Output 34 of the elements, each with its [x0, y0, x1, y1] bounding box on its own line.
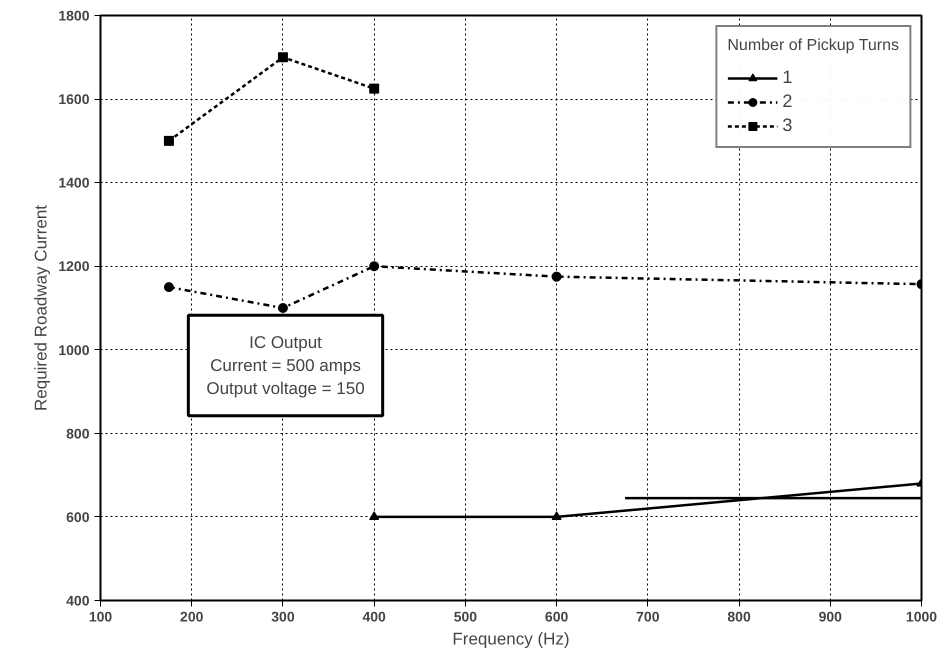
x-tick-label: 400 [362, 608, 386, 624]
point [369, 511, 380, 520]
y-tick-label: 800 [66, 425, 90, 442]
y-tick-label: 600 [66, 508, 90, 525]
x-tick-label: 200 [180, 608, 204, 624]
x-axis-title: Frequency (Hz) [452, 630, 570, 648]
point [369, 84, 380, 94]
x-tick-label: 1000 [906, 608, 938, 624]
y-tick-label: 1600 [58, 91, 90, 108]
annotation: IC Output Current = 500 amps Output voltage = 150 [206, 333, 365, 398]
legend-label: 1 [782, 67, 794, 88]
point [369, 261, 380, 272]
legend-label: 3 [782, 115, 794, 136]
point [164, 136, 174, 146]
y-tick-label: 400 [66, 592, 90, 608]
point [164, 282, 174, 292]
y-tick-label: 1000 [58, 342, 90, 358]
x-tick-label: 500 [454, 608, 478, 624]
x-tick-label: 900 [818, 608, 842, 624]
point [552, 511, 562, 520]
point [278, 303, 288, 313]
y-tick-label: 1200 [58, 258, 90, 274]
y-tick-label: 1400 [58, 174, 90, 191]
legend-title: Number of Pickup Turns [727, 37, 899, 55]
x-tick-label: 800 [727, 608, 751, 624]
x-tick-label: 100 [88, 608, 112, 624]
y-tick-label: 1800 [58, 8, 90, 24]
x-tick-label: 700 [636, 608, 660, 624]
x-tick-label: 600 [544, 608, 569, 624]
x-tick-label: 300 [271, 608, 295, 624]
point [278, 52, 288, 62]
legend-label: 2 [782, 91, 794, 112]
y-axis-title: Required Roadway Current [31, 204, 50, 411]
point [552, 272, 562, 282]
